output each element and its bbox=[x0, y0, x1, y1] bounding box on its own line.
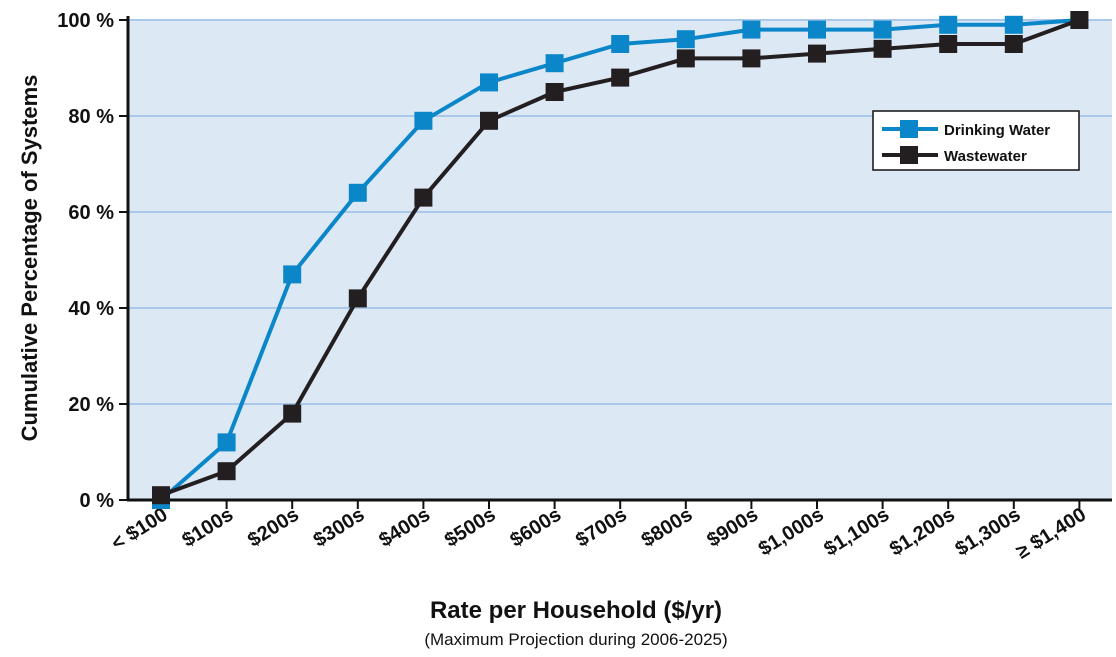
data-point-drinking-water bbox=[480, 73, 498, 92]
legend-marker-wastewater bbox=[900, 146, 918, 164]
x-tick-label: $500s bbox=[441, 504, 500, 552]
data-point-wastewater bbox=[676, 49, 695, 68]
y-tick-label: 0 % bbox=[80, 490, 115, 512]
x-tick-label: ≥ $1,400 bbox=[1012, 504, 1090, 564]
y-tick-label: 40 % bbox=[68, 298, 114, 320]
data-point-drinking-water bbox=[873, 20, 892, 39]
data-point-drinking-water bbox=[283, 265, 302, 284]
gridlines bbox=[128, 19, 1112, 405]
data-point-drinking-water bbox=[676, 30, 695, 49]
x-tick-label: < $100 bbox=[108, 504, 172, 555]
x-tick-label: $100s bbox=[178, 504, 237, 552]
x-tick-label: $300s bbox=[310, 504, 369, 552]
data-point-drinking-water bbox=[414, 111, 433, 130]
x-tick-label: $1,000s bbox=[755, 504, 828, 561]
x-tick-label: $1,100s bbox=[820, 504, 893, 561]
y-tick-label: 20 % bbox=[68, 394, 114, 416]
data-point-wastewater bbox=[611, 68, 630, 87]
x-axis-ticks: < $100 $100s $200s $300s $400s $500s $600s $700… bbox=[108, 500, 1090, 563]
data-point-wastewater bbox=[939, 35, 958, 53]
data-point-wastewater bbox=[808, 44, 826, 63]
data-point-drinking-water bbox=[217, 433, 236, 452]
x-tick-label: $800s bbox=[638, 504, 697, 552]
legend-label-wastewater: Wastewater bbox=[944, 148, 1027, 165]
legend-marker-drinking-water bbox=[900, 120, 918, 138]
x-tick-label: $1,200s bbox=[886, 504, 959, 561]
data-point-wastewater bbox=[217, 462, 236, 481]
x-axis-subtitle: (Maximum Projection during 2006-2025) bbox=[424, 630, 727, 649]
x-tick-label: $1,300s bbox=[951, 504, 1024, 561]
data-point-wastewater bbox=[414, 188, 433, 207]
legend: Drinking Water Wastewater bbox=[872, 110, 1080, 171]
data-point-wastewater bbox=[348, 289, 367, 308]
data-point-wastewater bbox=[545, 83, 564, 101]
y-tick-label: 80 % bbox=[68, 106, 114, 128]
data-point-wastewater bbox=[480, 111, 498, 130]
data-point-wastewater bbox=[152, 486, 170, 505]
y-tick-label: 100 % bbox=[57, 10, 114, 32]
data-point-wastewater bbox=[1004, 35, 1023, 53]
x-tick-label: $600s bbox=[506, 504, 565, 552]
data-point-drinking-water bbox=[808, 20, 826, 39]
data-point-drinking-water bbox=[545, 54, 564, 73]
data-point-drinking-water bbox=[1004, 15, 1023, 34]
x-tick-label: $700s bbox=[572, 504, 631, 552]
data-point-drinking-water bbox=[348, 183, 367, 202]
data-point-drinking-water bbox=[939, 15, 958, 34]
x-tick-label: $900s bbox=[703, 504, 762, 552]
data-point-wastewater bbox=[873, 39, 892, 58]
data-point-wastewater bbox=[1070, 11, 1089, 29]
data-point-drinking-water bbox=[742, 20, 761, 39]
data-point-wastewater bbox=[742, 49, 761, 68]
y-axis-title: Cumulative Percentage of Systems bbox=[17, 75, 42, 442]
x-tick-label: $200s bbox=[244, 504, 303, 552]
data-point-wastewater bbox=[283, 404, 302, 423]
series-layer bbox=[152, 11, 1089, 509]
data-point-drinking-water bbox=[611, 35, 630, 53]
y-axis-ticks: 0 % 20 % 40 % 60 % 80 % 100 % bbox=[57, 10, 128, 512]
x-axis-title: Rate per Household ($/yr) bbox=[430, 597, 722, 624]
y-tick-label: 60 % bbox=[68, 202, 114, 224]
x-tick-label: $400s bbox=[375, 504, 434, 552]
legend-label-drinking-water: Drinking Water bbox=[944, 122, 1050, 139]
